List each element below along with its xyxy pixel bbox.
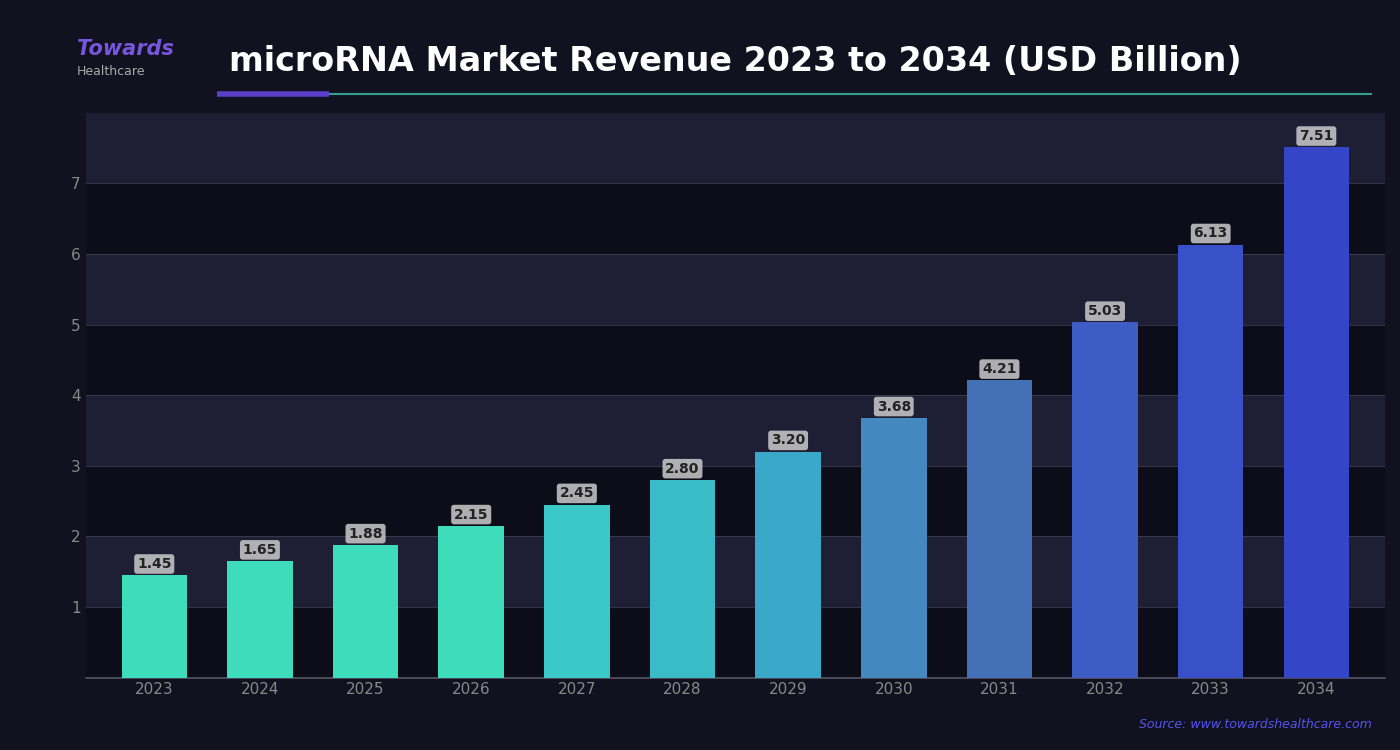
Text: 2.45: 2.45: [560, 487, 594, 500]
Bar: [122, 575, 188, 678]
Bar: [333, 544, 399, 678]
Bar: [85, 112, 1385, 183]
Text: 3.68: 3.68: [876, 400, 911, 413]
Bar: [85, 183, 1385, 254]
Text: Healthcare: Healthcare: [77, 64, 146, 78]
Title: microRNA Market Revenue 2023 to 2034 (USD Billion): microRNA Market Revenue 2023 to 2034 (US…: [230, 45, 1242, 78]
Bar: [1177, 244, 1243, 678]
Bar: [438, 526, 504, 678]
Bar: [85, 254, 1385, 325]
Bar: [966, 380, 1032, 678]
Text: 1.45: 1.45: [137, 557, 172, 571]
Bar: [1072, 322, 1138, 678]
Bar: [85, 325, 1385, 395]
Bar: [650, 480, 715, 678]
Text: 1.88: 1.88: [349, 526, 382, 541]
Bar: [85, 466, 1385, 536]
Bar: [85, 536, 1385, 607]
Bar: [85, 395, 1385, 466]
Bar: [1284, 147, 1350, 678]
Text: 2.15: 2.15: [454, 508, 489, 521]
Bar: [227, 561, 293, 678]
Text: 2.80: 2.80: [665, 462, 700, 476]
Text: Towards: Towards: [77, 39, 174, 58]
Text: Source: www.towardshealthcare.com: Source: www.towardshealthcare.com: [1140, 718, 1372, 731]
Bar: [861, 418, 927, 678]
Text: 4.21: 4.21: [983, 362, 1016, 376]
Text: 1.65: 1.65: [242, 543, 277, 557]
Bar: [756, 452, 820, 678]
Bar: [545, 505, 609, 678]
Bar: [85, 607, 1385, 678]
Text: 5.03: 5.03: [1088, 304, 1123, 318]
Text: 3.20: 3.20: [771, 433, 805, 448]
Text: 6.13: 6.13: [1194, 226, 1228, 241]
Text: 7.51: 7.51: [1299, 129, 1334, 143]
